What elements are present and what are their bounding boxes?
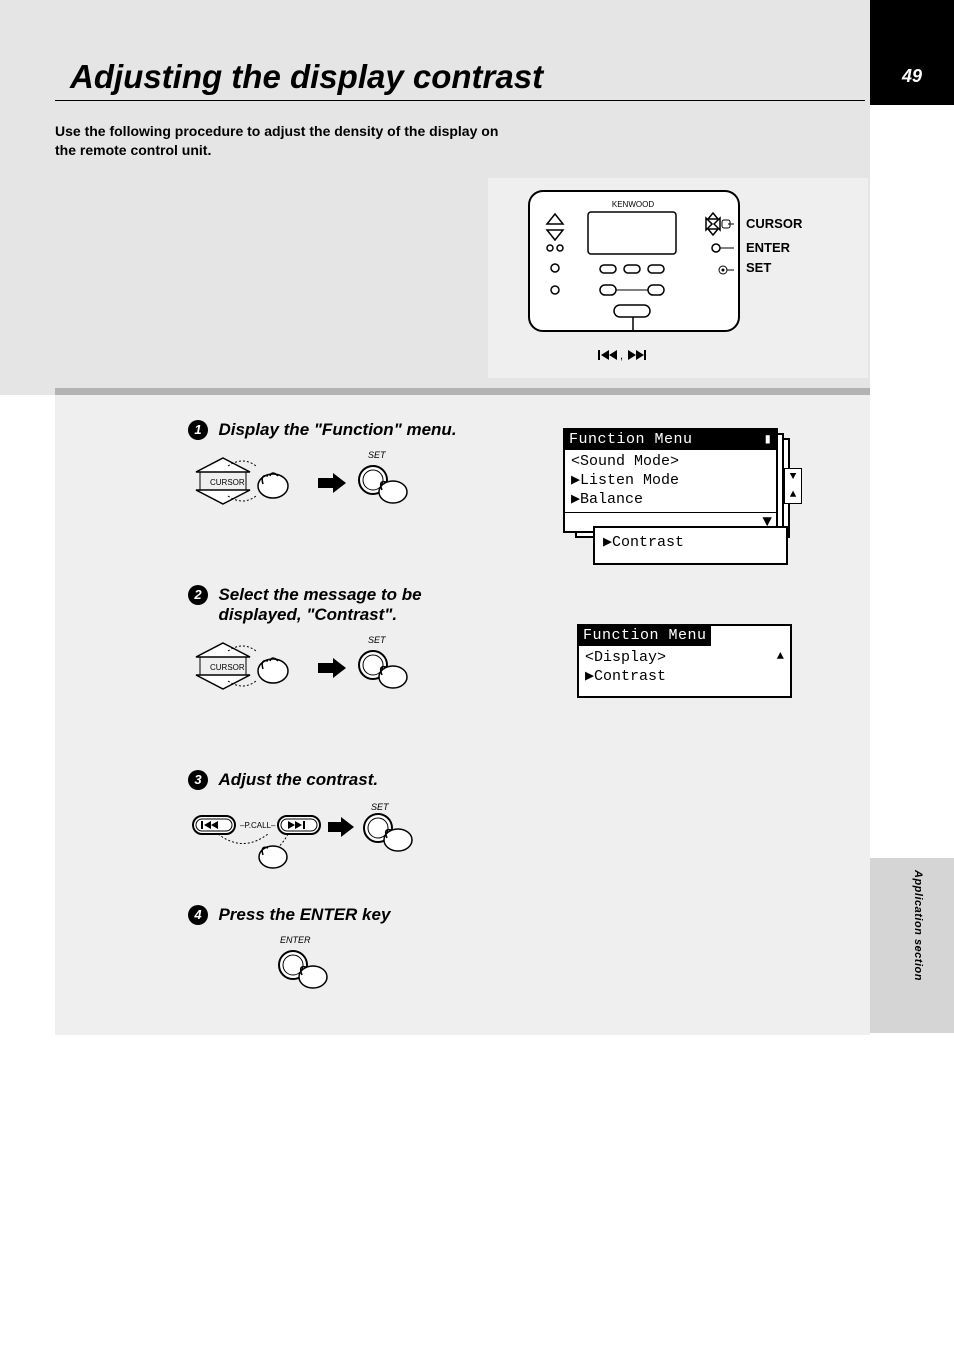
- down-arrow-icon: ▼: [790, 471, 797, 483]
- up-arrow-icon: ▲: [777, 649, 784, 668]
- set-label-3: SET: [371, 802, 390, 812]
- set-label-2: SET: [368, 635, 387, 645]
- section-tab-label: Application section: [912, 870, 924, 981]
- cursor-label-2: CURSOR: [210, 663, 245, 672]
- svg-text:,: ,: [620, 350, 623, 362]
- set-callout: SET: [746, 260, 771, 275]
- step-num: 3: [188, 770, 208, 790]
- lcd1-line3: ▶Balance: [571, 491, 770, 510]
- step-num: 1: [188, 420, 208, 440]
- lcd1-title: Function Menu: [565, 430, 697, 450]
- lcd1-line2: ▶Listen Mode: [571, 472, 770, 491]
- lcd-screen-2: Function Menu <Display> ▲ ▶Contrast: [577, 624, 792, 698]
- section-rule: [55, 388, 870, 395]
- enter-callout: ENTER: [746, 240, 791, 255]
- step4-diagram: ENTER: [268, 933, 428, 1003]
- step-heading: Press the ENTER key: [218, 905, 468, 925]
- lcd2-line1: <Display>: [585, 649, 666, 668]
- step-heading: Adjust the contrast.: [218, 770, 468, 790]
- set-label-1: SET: [368, 450, 387, 460]
- step-num: 2: [188, 585, 208, 605]
- title-rule: [55, 100, 865, 101]
- step1-diagram: CURSOR SET: [188, 448, 438, 518]
- step3-diagram: –P.CALL– SET: [188, 798, 438, 878]
- step-2: 2 Select the message to be displayed, "C…: [188, 585, 478, 708]
- step-heading: Display the "Function" menu.: [218, 420, 468, 440]
- cursor-callout: CURSOR: [746, 216, 803, 231]
- page-title: Adjusting the display contrast: [70, 58, 543, 96]
- cursor-label-1: CURSOR: [210, 478, 245, 487]
- step-num: 4: [188, 905, 208, 925]
- page-number-tab: 49: [870, 0, 954, 105]
- brand-label: KENWOOD: [612, 200, 654, 209]
- intro-text: Use the following procedure to adjust th…: [55, 122, 505, 160]
- lcd1-line1: <Sound Mode>: [571, 453, 770, 472]
- step2-diagram: CURSOR SET: [188, 633, 438, 703]
- step-1: 1 Display the "Function" menu. CURSOR SE…: [188, 420, 478, 523]
- lcd-screen-1: Function Menu ▮ <Sound Mode> ▶Listen Mod…: [563, 428, 798, 533]
- step-3: 3 Adjust the contrast. –P.CALL– SET: [188, 770, 478, 883]
- enter-label-4: ENTER: [280, 935, 311, 945]
- page-number: 49: [902, 66, 922, 87]
- step-heading: Select the message to be displayed, "Con…: [218, 585, 468, 625]
- up-arrow-icon: ▲: [790, 489, 797, 501]
- lcd2-line2: ▶Contrast: [585, 668, 784, 687]
- remote-diagram: KENWOOD , CURSOR ENTER: [528, 190, 838, 370]
- lcd1-sub: ▶Contrast: [603, 532, 778, 551]
- pcall-label: –P.CALL–: [240, 821, 276, 830]
- lcd2-title: Function Menu: [579, 626, 711, 646]
- step-4: 4 Press the ENTER key ENTER: [188, 905, 478, 1008]
